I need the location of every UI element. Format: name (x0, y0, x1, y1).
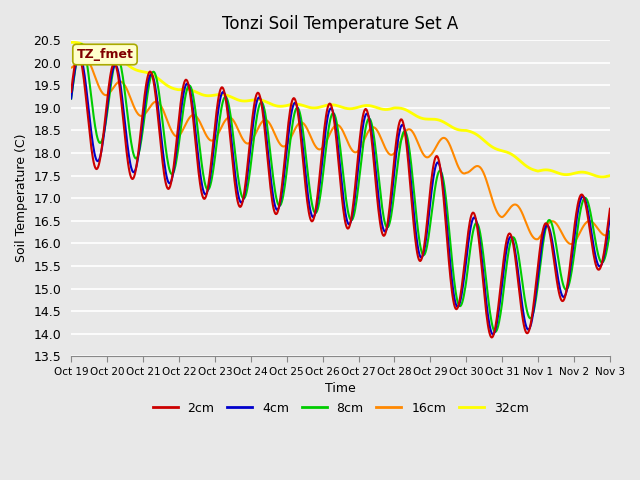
16cm (606, 230, 614, 236)
2cm (188, 104, 196, 109)
Line: 8cm: 8cm (71, 44, 610, 332)
Y-axis label: Soil Temperature (C): Soil Temperature (C) (15, 134, 28, 263)
16cm (67, 65, 75, 71)
Line: 32cm: 32cm (71, 42, 610, 177)
4cm (78, 57, 86, 62)
32cm (407, 109, 415, 115)
4cm (407, 175, 415, 180)
Line: 2cm: 2cm (71, 55, 610, 337)
8cm (133, 155, 141, 161)
8cm (78, 41, 86, 47)
8cm (606, 228, 614, 234)
Line: 16cm: 16cm (71, 57, 610, 244)
8cm (492, 329, 499, 335)
32cm (133, 67, 141, 73)
16cm (567, 241, 575, 247)
4cm (188, 97, 196, 103)
32cm (67, 39, 75, 45)
16cm (77, 55, 84, 61)
32cm (78, 41, 86, 47)
2cm (407, 186, 415, 192)
2cm (606, 206, 614, 212)
2cm (422, 226, 430, 231)
4cm (422, 234, 430, 240)
4cm (76, 53, 83, 59)
8cm (422, 246, 430, 252)
16cm (407, 127, 415, 132)
16cm (188, 113, 196, 119)
8cm (77, 42, 84, 48)
2cm (133, 159, 141, 165)
16cm (133, 110, 141, 116)
2cm (67, 89, 75, 95)
2cm (216, 87, 224, 93)
2cm (78, 61, 86, 67)
32cm (606, 173, 614, 179)
2cm (75, 52, 83, 58)
8cm (188, 87, 196, 93)
8cm (407, 156, 415, 162)
Legend: 2cm, 4cm, 8cm, 16cm, 32cm: 2cm, 4cm, 8cm, 16cm, 32cm (148, 396, 534, 420)
16cm (216, 127, 224, 132)
32cm (598, 174, 606, 180)
32cm (68, 39, 76, 45)
Text: TZ_fmet: TZ_fmet (77, 48, 133, 61)
4cm (67, 96, 75, 101)
32cm (188, 87, 196, 93)
2cm (488, 335, 495, 340)
Title: Tonzi Soil Temperature Set A: Tonzi Soil Temperature Set A (223, 15, 459, 33)
16cm (422, 154, 430, 160)
32cm (422, 116, 430, 122)
8cm (216, 112, 224, 118)
4cm (606, 214, 614, 220)
Line: 4cm: 4cm (71, 56, 610, 335)
4cm (489, 332, 497, 337)
X-axis label: Time: Time (325, 382, 356, 396)
4cm (216, 96, 224, 101)
32cm (216, 92, 224, 97)
4cm (133, 160, 141, 166)
16cm (80, 54, 88, 60)
8cm (67, 96, 75, 101)
